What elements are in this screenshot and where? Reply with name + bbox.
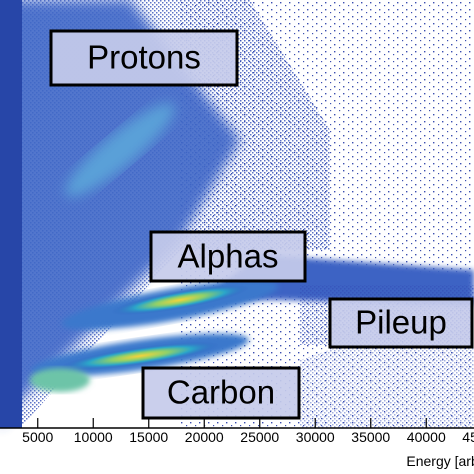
x-tick-label: 20000 (185, 429, 224, 445)
annotation-box (328, 297, 474, 349)
x-tick-label: 40000 (407, 429, 446, 445)
x-tick-label: 30000 (296, 429, 335, 445)
x-axis-label: Energy [arb. units] (406, 453, 474, 469)
annotation: Alphas (178, 238, 279, 275)
x-tick-label: 45000 (462, 429, 474, 445)
x-tick-label: 5000 (22, 429, 53, 445)
x-tick-label: 15000 (129, 429, 168, 445)
x-tick-label: 10000 (74, 429, 113, 445)
annotation: Protons (87, 39, 201, 76)
annotation-box (141, 366, 301, 420)
annotation-box (149, 230, 307, 283)
x-tick-label: 35000 (351, 429, 390, 445)
annotation-boxes (49, 29, 474, 420)
annotation: Pileup (355, 304, 447, 341)
x-tick-label: 25000 (240, 429, 279, 445)
annotation: Carbon (167, 374, 275, 411)
annotation-box (49, 29, 239, 87)
